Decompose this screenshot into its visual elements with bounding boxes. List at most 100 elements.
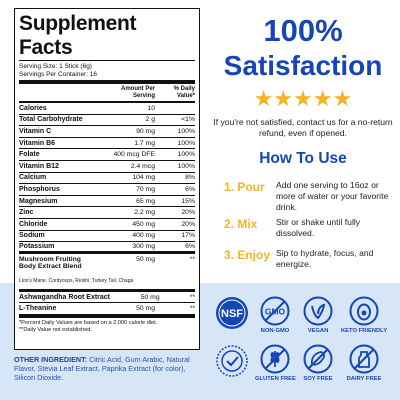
soy-free-badge: SOY FREE xyxy=(298,344,338,382)
non-gmo-label: NON-GMO xyxy=(260,328,290,334)
nutrient-amount: 104 mg xyxy=(132,174,155,182)
facts-row: Potassium 300 mg 6% xyxy=(19,242,195,254)
nutrient-amount: 2.4 mcg xyxy=(130,162,155,170)
facts-row: Zinc 2.2 mg 20% xyxy=(19,207,195,219)
nutrient-name: Potassium xyxy=(19,242,55,250)
thick-divider xyxy=(19,80,195,84)
keto-icon xyxy=(349,296,379,326)
vegan-icon xyxy=(303,296,333,326)
facts-row: Vitamin B12 2.4 mcg 100% xyxy=(19,161,195,173)
non-gmo-badge: GMO NON-GMO xyxy=(255,296,295,334)
nutrient-dv: 100% xyxy=(177,127,195,135)
other-ingredients-text: Citric Acid, Gum Arabic, Natural Flavor,… xyxy=(14,355,190,382)
blend-dv: ** xyxy=(189,255,195,263)
nutrient-name: Calories xyxy=(19,104,47,112)
dairy-free-badge: DAIRY FREE xyxy=(341,344,387,382)
footnote-2: **Daily Value not established. xyxy=(19,326,92,333)
nutrient-name: Magnesium xyxy=(19,197,58,205)
gluten-free-icon xyxy=(260,344,290,374)
blend-name: Mushroom Fruiting Body Extract Blend xyxy=(19,255,82,271)
dairy-free-label: DAIRY FREE xyxy=(346,376,382,382)
serving-size: Serving Size: 1 Stick (6g) xyxy=(19,63,92,70)
nutrient-amount: 400 mcg DFE xyxy=(113,151,155,159)
facts-rows: Calories 10 Total Carbohydrate 2 g <1% Vitami… xyxy=(19,103,195,254)
nutrient-amount: 400 mg xyxy=(132,232,155,240)
facts-row: Chloride 450 mg 20% xyxy=(19,219,195,231)
nutrient-name: Folate xyxy=(19,151,40,159)
blend-amount: 50 mg xyxy=(136,255,155,263)
gluten-free-badge: GLUTEN FREE xyxy=(255,344,296,382)
facts-row: Vitamin C 90 mg 100% xyxy=(19,126,195,138)
nutrient-dv: 20% xyxy=(181,220,195,228)
step-1-number: 1. Pour xyxy=(224,180,265,194)
nutrient-name: Vitamin B12 xyxy=(19,162,59,170)
nutrient-dv: 100% xyxy=(177,151,195,159)
other-ingredients-label: OTHER INGREDIENT: xyxy=(14,355,88,364)
extra-rows: Ashwagandha Root Extract 50 mg ** L-Theanin… xyxy=(19,292,195,315)
nutrient-name: Calcium xyxy=(19,174,47,182)
facts-row: Calcium 104 mg 8% xyxy=(19,173,195,185)
nutrient-name: Vitamin B6 xyxy=(19,139,56,147)
facts-row: Phosphorus 70 mg 6% xyxy=(19,184,195,196)
nutrient-amount: 90 mg xyxy=(136,127,155,135)
servings-per-container: Servings Per Container: 16 xyxy=(19,70,98,78)
blend-row: Mushroom Fruiting Body Extract Blend 50 … xyxy=(19,254,195,278)
rating-stars-icon: ★★★★★ xyxy=(253,86,353,111)
facts-row: Vitamin B6 1.7 mg 100% xyxy=(19,138,195,150)
nutrient-dv: 8% xyxy=(185,174,195,182)
third-party-tested-badge xyxy=(212,344,252,378)
nutrient-dv: 6% xyxy=(185,185,195,193)
blend-ingredients: Lion's Mane, Cordyceps, Reishi, Turkey T… xyxy=(19,278,195,292)
nutrient-name: Sodium xyxy=(19,232,45,240)
vegan-label: VEGAN xyxy=(307,328,329,334)
facts-row: Total Carbohydrate 2 g <1% xyxy=(19,115,195,127)
gluten-free-label: GLUTEN FREE xyxy=(255,376,296,382)
nutrient-amount: 2 g xyxy=(145,116,155,124)
nutrient-amount: 300 mg xyxy=(132,242,155,250)
nutrient-dv: 15% xyxy=(181,197,195,205)
nutrient-name: Phosphorus xyxy=(19,185,60,193)
amount-header: Amount Per Serving xyxy=(120,86,155,99)
step-3-text: Sip to hydrate, focus, and energize. xyxy=(276,248,374,269)
nutrient-name: L-Theanine xyxy=(19,305,57,313)
nutrient-dv: <1% xyxy=(181,116,195,124)
vegan-badge: VEGAN xyxy=(298,296,338,334)
nutrient-amount: 70 mg xyxy=(136,185,155,193)
nutrient-amount: 450 mg xyxy=(132,220,155,228)
facts-row: Folate 400 mcg DFE 100% xyxy=(19,149,195,161)
how-to-title: How To Use xyxy=(259,150,347,167)
step-2-text: Stir or shake until fully dissolved. xyxy=(276,217,361,238)
nsf-icon: NSF xyxy=(216,297,248,329)
headline-satisfaction: Satisfaction xyxy=(223,50,383,81)
facts-title: Supplement Facts xyxy=(19,12,195,61)
nsf-logo-text: NSF xyxy=(221,308,243,320)
third-party-tested-icon xyxy=(216,345,248,377)
nutrient-dv: 100% xyxy=(177,139,195,147)
nutrient-amount: 50 mg xyxy=(136,305,155,313)
facts-row: L-Theanine 50 mg ** xyxy=(19,303,195,315)
dairy-free-icon xyxy=(349,344,379,374)
other-ingredients: OTHER INGREDIENT: Citric Acid, Gum Arabi… xyxy=(14,355,204,382)
nutrient-amount: 1.7 mg xyxy=(134,139,155,147)
step-2-number: 2. Mix xyxy=(224,217,258,231)
daily-value-header: % Daily Value* xyxy=(173,86,195,99)
nutrient-name: Ashwagandha Root Extract xyxy=(19,293,111,301)
nutrient-dv: 17% xyxy=(181,232,195,240)
nutrient-name: Chloride xyxy=(19,220,48,228)
keto-badge: KETO FRIENDLY xyxy=(341,296,387,334)
nutrient-name: Zinc xyxy=(19,209,34,217)
nutrient-amount: 50 mg xyxy=(140,293,160,301)
supplement-facts-panel: Supplement Facts Serving Size: 1 Stick (… xyxy=(14,8,200,350)
nutrient-dv: ** xyxy=(189,293,195,301)
nutrient-name: Total Carbohydrate xyxy=(19,116,83,124)
nutrient-amount: 10 xyxy=(147,104,155,112)
facts-row: Calories 10 xyxy=(19,103,195,115)
nutrient-amount: 65 mg xyxy=(136,197,155,205)
facts-row: Magnesium 65 mg 15% xyxy=(19,196,195,208)
keto-label: KETO FRIENDLY xyxy=(341,328,388,334)
nutrient-dv: 20% xyxy=(181,209,195,217)
step-1-text: Add one serving to 16oz or more of water… xyxy=(276,180,389,212)
facts-row: Sodium 400 mg 17% xyxy=(19,231,195,243)
headline-percent: 100% xyxy=(263,13,343,48)
nutrient-name: Vitamin C xyxy=(19,127,52,135)
